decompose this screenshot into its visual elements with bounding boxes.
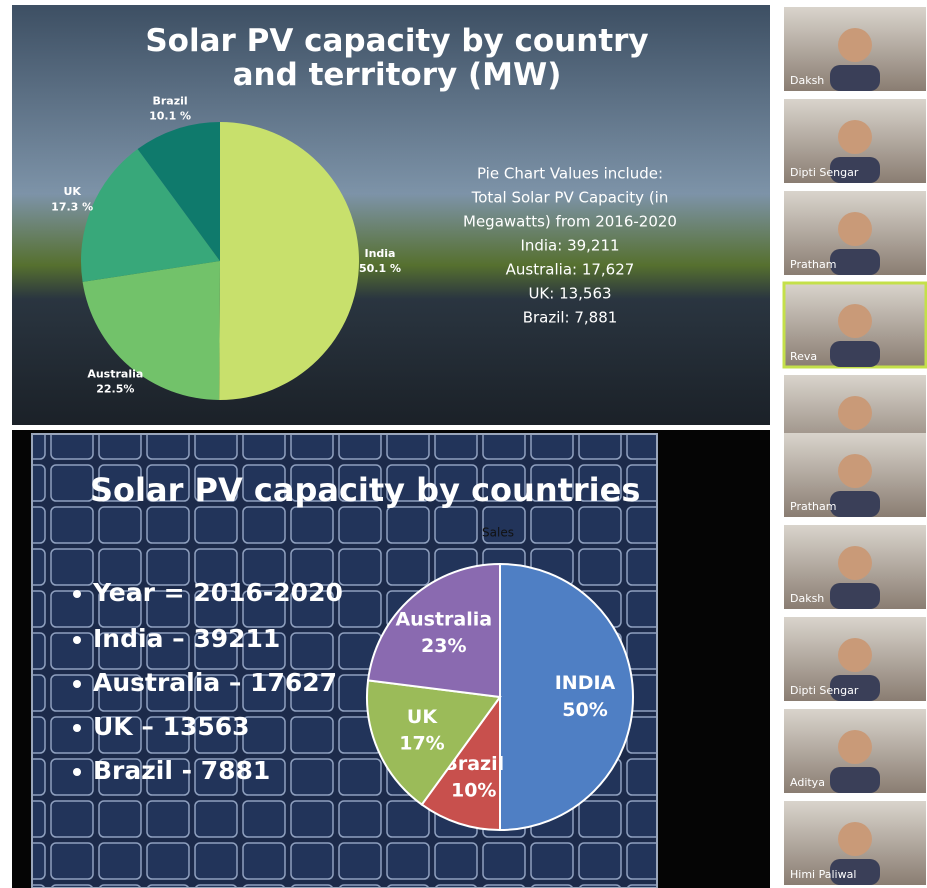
bullet (73, 590, 81, 598)
participant-name: Daksh (790, 74, 824, 87)
note-line: India: 39,211 (520, 237, 619, 255)
slice-category: Brazil (152, 94, 187, 107)
participant-name: Pratham (790, 500, 836, 513)
participant-name: Himi Paliwal (790, 868, 856, 881)
bullet-text: UK – 13563 (93, 712, 250, 741)
slice-category: Australia (395, 608, 492, 630)
slice-label: 10.1 % (149, 110, 191, 123)
participant-face (838, 396, 872, 430)
participant-body (830, 491, 880, 517)
slice-category: Australia (87, 367, 143, 380)
participant-face (838, 454, 872, 488)
participant-face (838, 120, 872, 154)
participant-face (838, 730, 872, 764)
screen: Solar PV capacity by countryand territor… (0, 0, 927, 888)
participant-name: Aditya (790, 776, 825, 789)
bullet-text: Brazil - 7881 (93, 756, 270, 785)
participant-face (838, 28, 872, 62)
participant-body (830, 249, 880, 275)
slice-label: 50% (562, 699, 607, 721)
bullet-text: Year = 2016-2020 (92, 578, 343, 607)
participant-body (830, 583, 880, 609)
slide-title: Solar PV capacity by countries (90, 471, 640, 509)
participant-face (838, 546, 872, 580)
note-line: Megawatts) from 2016-2020 (463, 213, 677, 231)
slice-label: 23% (421, 635, 466, 657)
participant-name: Daksh (790, 592, 824, 605)
participant-face (838, 638, 872, 672)
slice-label: 10% (451, 780, 496, 802)
bullet (73, 768, 81, 776)
participant-name: Dipti Sengar (790, 166, 859, 179)
bullet (73, 680, 81, 688)
participant-body (830, 767, 880, 793)
note-line: Total Solar PV Capacity (in (471, 189, 669, 207)
note-line: Brazil: 7,881 (523, 309, 618, 327)
slice-label: 17.3 % (51, 200, 93, 213)
bullet-text: Australia – 17627 (93, 668, 337, 697)
note-line: UK: 13,563 (528, 285, 611, 303)
note-line: Pie Chart Values include: (477, 165, 663, 183)
participant-name: Pratham (790, 258, 836, 271)
slice-category: INDIA (555, 672, 616, 694)
chart-title: Sales (482, 526, 514, 540)
participant-face (838, 304, 872, 338)
slice-category: India (364, 247, 395, 260)
slice-category: UK (407, 706, 438, 728)
participant-face (838, 822, 872, 856)
slice-label: 17% (399, 733, 444, 755)
participant-panel: Daksh Dipti Sengar Pratham Reva Himi Paliwal… (784, 7, 926, 885)
bullet (73, 636, 81, 644)
slice-label: 50.1 % (359, 262, 401, 275)
participant-face (838, 212, 872, 246)
participant-body (830, 65, 880, 91)
bullet (73, 724, 81, 732)
slice-label: 22.5% (96, 383, 134, 396)
participant-name: Reva (790, 350, 817, 363)
participant-body (830, 341, 880, 367)
bullet-text: India – 39211 (93, 624, 280, 653)
slice-category: UK (63, 185, 81, 198)
participant-name: Dipti Sengar (790, 684, 859, 697)
note-line: Australia: 17,627 (506, 261, 635, 279)
